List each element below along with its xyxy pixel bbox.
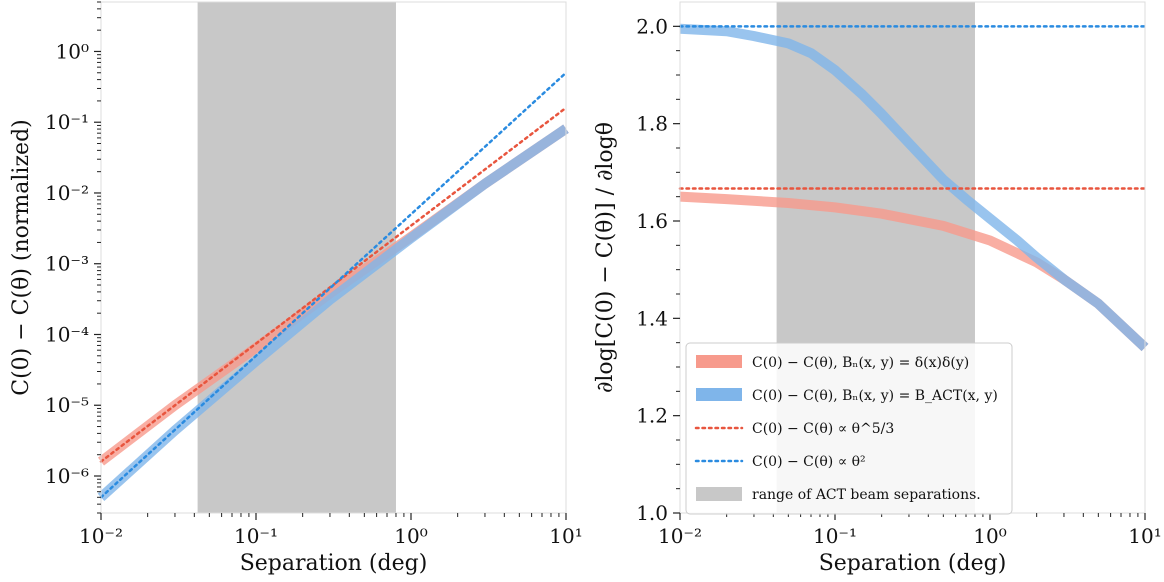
y-tick-label: 10⁻³ (45, 252, 89, 276)
legend-entry: C(0) − C(θ) ∝ θ^5/3 (694, 421, 894, 437)
legend-swatch (696, 487, 742, 501)
legend-swatch (696, 388, 742, 401)
legend-label: C(0) − C(θ) ∝ θ^5/3 (752, 421, 894, 437)
x-tick-label: 10⁻¹ (234, 524, 278, 548)
legend-entry: C(0) − C(θ), Bₙ(x, y) = B_ACT(x, y) (696, 388, 998, 404)
y-tick-label: 2.0 (636, 14, 668, 38)
y-tick-label: 10⁻⁴ (45, 322, 89, 346)
right-x-axis-label: Separation (deg) (819, 551, 1007, 576)
legend-label: range of ACT beam separations. (752, 487, 981, 503)
legend: C(0) − C(θ), Bₙ(x, y) = δ(x)δ(y) C(0) − C… (685, 342, 1013, 515)
x-tick-label: 10⁻¹ (813, 524, 857, 548)
x-tick-label: 10⁻² (79, 524, 123, 548)
y-tick-label: 10⁻¹ (45, 110, 89, 134)
x-tick-label: 10⁰ (973, 524, 1006, 548)
x-tick-label: 10⁰ (394, 524, 427, 548)
legend-label: C(0) − C(θ), Bₙ(x, y) = B_ACT(x, y) (752, 388, 998, 404)
y-tick-label: 1.0 (636, 501, 668, 525)
x-tick-label: 10¹ (1128, 524, 1161, 548)
legend-entry: C(0) − C(θ), Bₙ(x, y) = δ(x)δ(y) (696, 355, 969, 371)
y-tick-label: 1.8 (636, 112, 668, 136)
act-beam-range-shade (197, 2, 396, 513)
y-tick-label: 1.4 (636, 306, 668, 330)
left-plot-frame (100, 1, 567, 514)
series-line-1 (679, 23, 1149, 352)
legend-label: C(0) − C(θ), Bₙ(x, y) = δ(x)δ(y) (752, 355, 969, 371)
legend-label: C(0) − C(θ) ∝ θ² (752, 454, 866, 470)
y-tick-label: 10⁻⁶ (45, 464, 89, 488)
x-tick-label: 10¹ (549, 524, 582, 548)
right-y-axis-label: ∂log[C(0) − C(θ)] / ∂logθ (593, 122, 618, 393)
legend-box (685, 342, 1013, 515)
legend-entry: C(0) − C(θ) ∝ θ² (694, 454, 866, 470)
left-x-axis-label: Separation (deg) (240, 551, 428, 576)
y-tick-label: 1.6 (636, 209, 668, 233)
y-tick-label: 1.2 (636, 404, 668, 428)
y-tick-label: 10⁻⁵ (45, 393, 89, 417)
y-tick-label: 10⁻² (45, 181, 89, 205)
y-tick-label: 10⁰ (56, 39, 89, 63)
left-panel: 10⁻² 10⁻¹ 10⁰ 10¹ 10⁻⁶ 10⁻⁵ 10⁻⁴ 10⁻³ 10⁻² 10⁻¹ 10… (9, 1, 583, 576)
left-y-axis-label: C(0) − C(θ) (normalized) (9, 119, 34, 396)
power-law-line-3 (99, 71, 568, 499)
legend-swatch (696, 355, 742, 368)
x-tick-label: 10⁻² (658, 524, 702, 548)
legend-entry: range of ACT beam separations. (696, 487, 981, 503)
right-panel: 10⁻² 10⁻¹ 10⁰ 10¹ 1.0 1.2 1.4 1.6 1.8 2.0 Separat… (593, 1, 1162, 576)
